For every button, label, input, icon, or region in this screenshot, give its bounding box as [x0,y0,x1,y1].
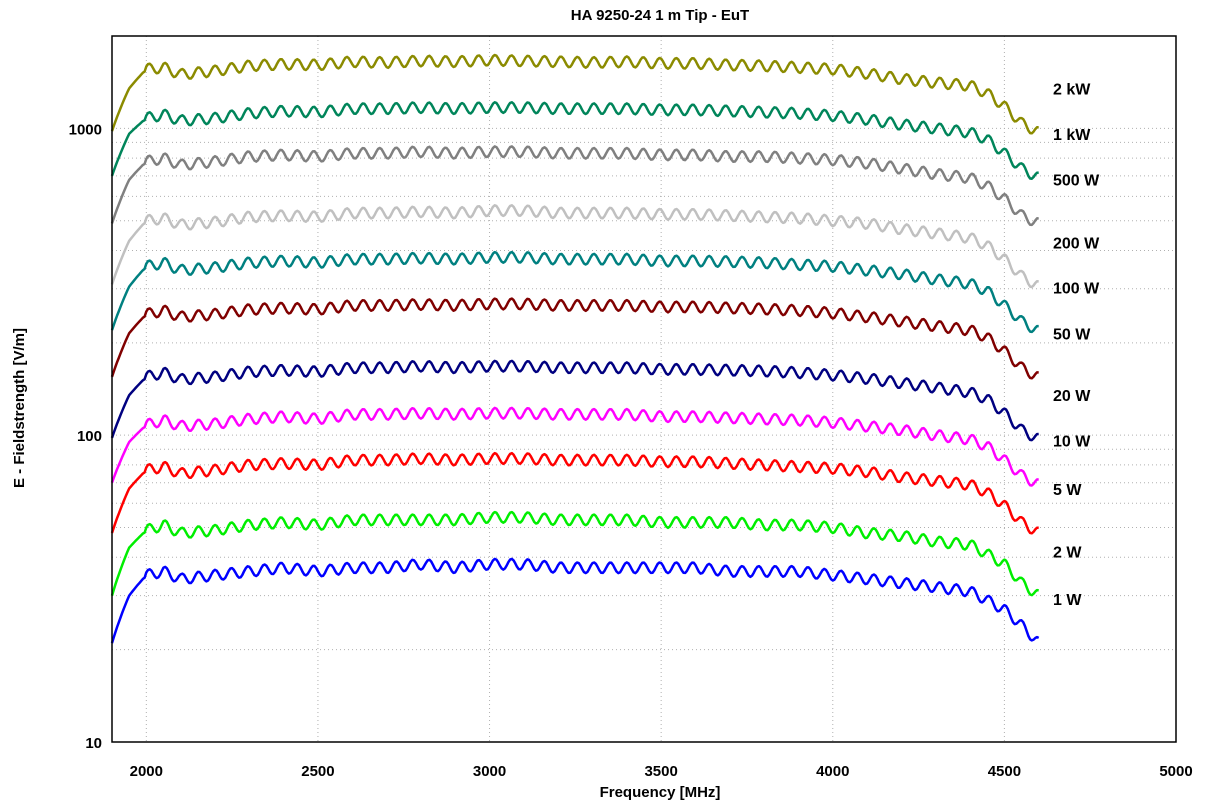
series-line [110,101,1039,180]
series-label: 1 kW [1053,127,1091,144]
series-line [110,204,1039,289]
series-label: 10 W [1053,434,1091,451]
y-axis-ticks: 10 100 1000 [69,121,102,752]
series-label: 2 kW [1053,81,1091,98]
x-tick-label: 3500 [644,763,677,780]
series-line [110,250,1039,334]
series-label: 500 W [1053,172,1100,189]
series-labels: 2 kW 1 kW 500 W 200 W 100 W 50 W 20 W 10 W 5 W 2 … [1053,81,1100,609]
y-tick-label: 100 [77,428,102,445]
y-axis-label: E - Fieldstrength [V/m] [11,328,28,488]
series-line [110,406,1039,487]
x-tick-label: 2000 [130,763,163,780]
series-label: 5 W [1053,482,1082,499]
x-axis-ticks: 2000 2500 3000 3500 4000 4500 5000 [130,763,1193,780]
x-tick-label: 4000 [816,763,849,780]
series-label: 100 W [1053,280,1100,297]
series-line [110,451,1039,535]
series-line [110,359,1039,442]
series-label: 1 W [1053,592,1082,609]
y-tick-label: 10 [85,735,102,752]
x-tick-label: 4500 [988,763,1021,780]
x-axis-label: Frequency [MHz] [600,784,721,801]
plot-frame [111,35,1177,743]
series-line [110,510,1039,597]
series-label: 200 W [1053,236,1100,253]
series-line [110,145,1039,227]
series-line [110,53,1039,135]
series-line [110,297,1039,380]
series-line [110,557,1040,644]
series-label: 20 W [1053,388,1091,405]
x-tick-label: 3000 [473,763,506,780]
x-tick-label: 5000 [1159,763,1192,780]
series-label: 2 W [1053,545,1082,562]
chart-title: HA 9250-24 1 m Tip - EuT [571,7,749,24]
x-tick-label: 2500 [301,763,334,780]
series-label: 50 W [1053,327,1091,344]
y-tick-label: 1000 [69,121,102,138]
series-lines [110,53,1040,644]
